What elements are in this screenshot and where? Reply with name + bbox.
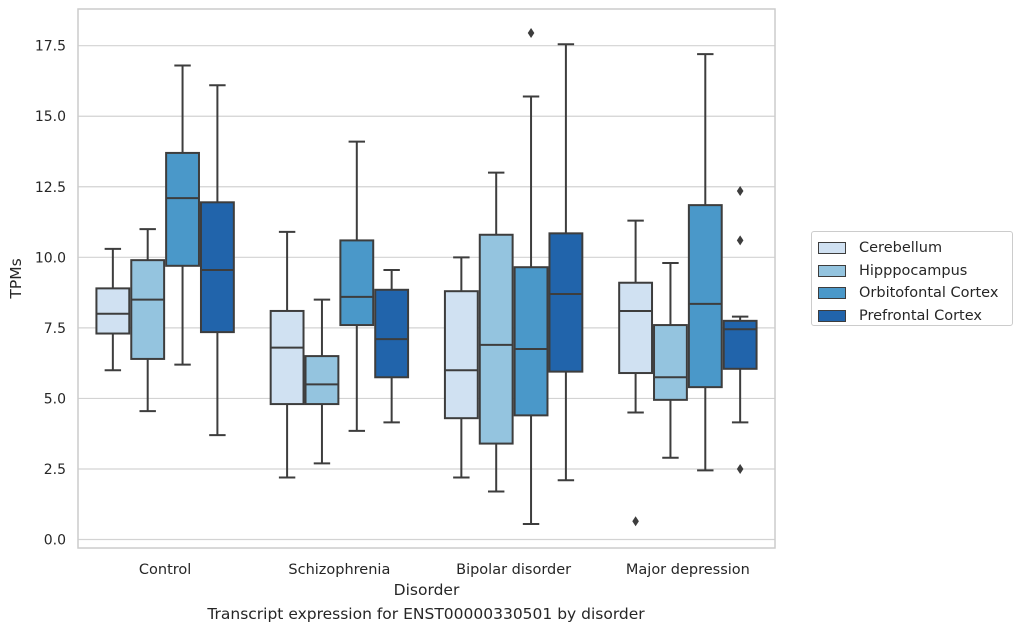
- outlier-point: [527, 27, 535, 38]
- box: [269, 309, 305, 406]
- legend-item: Hipppocampus: [818, 260, 1012, 283]
- box: [199, 201, 235, 334]
- x-tick-label: Bipolar disorder: [456, 562, 571, 578]
- plot-frame: [77, 8, 776, 549]
- box: [478, 233, 514, 445]
- legend-swatch-orbitofrontal-cortex: [818, 287, 846, 300]
- legend-label: Orbitofontal Cortex: [859, 285, 999, 302]
- box: [722, 319, 758, 370]
- box: [548, 232, 584, 373]
- box: [339, 239, 375, 327]
- y-axis-label: TPMs: [7, 258, 25, 299]
- x-tick-label: Control: [139, 562, 191, 578]
- legend-label: Prefrontal Cortex: [859, 307, 982, 324]
- legend-item: Cerebellum: [818, 237, 1012, 260]
- box: [687, 204, 723, 389]
- x-tick-label: Schizophrenia: [288, 562, 390, 578]
- legend-swatch-cerebellum: [818, 242, 846, 255]
- legend-swatch-hippocampus: [818, 264, 846, 277]
- y-tick-label: 12.5: [35, 180, 66, 196]
- outlier-point: [736, 463, 744, 474]
- box: [165, 151, 200, 267]
- y-tick-label: 15.0: [35, 109, 66, 125]
- y-tick-label: 0.0: [44, 533, 66, 549]
- y-tick-label: 17.5: [35, 39, 66, 55]
- legend-swatch-prefrontal-cortex: [818, 309, 846, 322]
- legend: Cerebellum Hipppocampus Orbitofontal Cor…: [811, 231, 1013, 326]
- outlier-point: [736, 186, 744, 197]
- y-tick-label: 2.5: [44, 462, 66, 478]
- outlier-point: [736, 235, 744, 246]
- box: [130, 259, 166, 360]
- legend-item: Prefrontal Cortex: [818, 305, 1012, 328]
- chart-caption: Transcript expression for ENST0000033050…: [207, 605, 645, 623]
- y-tick-label: 10.0: [35, 250, 66, 266]
- box: [95, 287, 131, 335]
- outlier-point: [632, 516, 639, 527]
- x-tick-label: Major depression: [626, 562, 750, 578]
- legend-label: Cerebellum: [859, 240, 943, 257]
- box: [374, 288, 410, 379]
- box: [618, 281, 654, 375]
- y-tick-label: 5.0: [44, 391, 66, 407]
- y-tick-label: 7.5: [44, 321, 66, 337]
- legend-label: Hipppocampus: [859, 262, 968, 279]
- x-axis-label: Disorder: [394, 581, 460, 599]
- box: [304, 355, 340, 406]
- legend-item: Orbitofontal Cortex: [818, 282, 1012, 305]
- box: [513, 266, 549, 417]
- box: [653, 324, 688, 401]
- box: [443, 290, 479, 420]
